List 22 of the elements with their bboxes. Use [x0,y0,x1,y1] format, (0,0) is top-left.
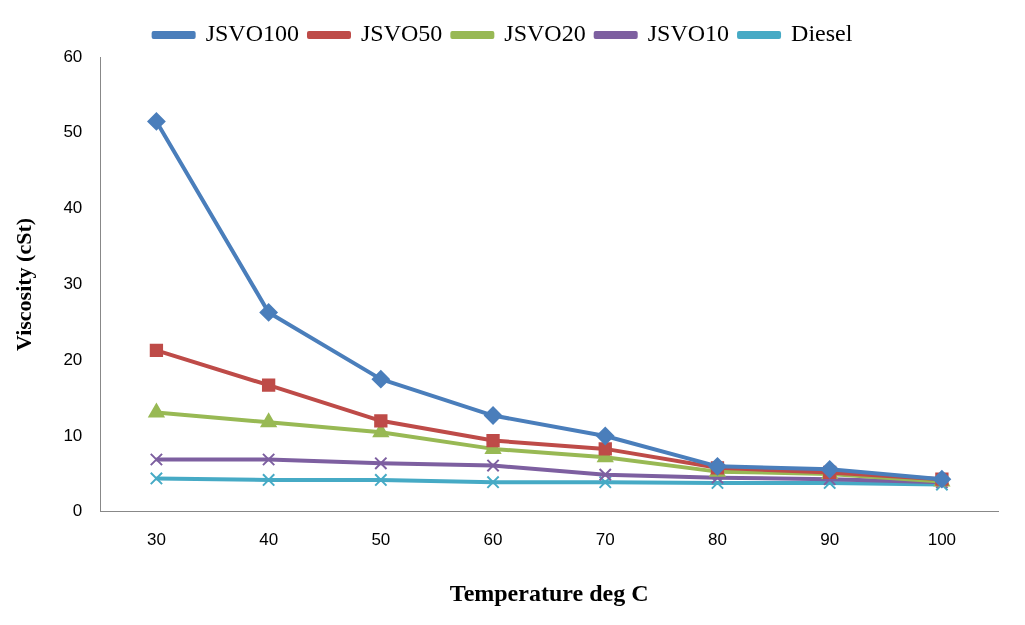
x-tick-label: 80 [708,529,727,549]
x-tick-label: 30 [146,529,166,549]
y-tick-label: 60 [63,46,83,66]
x-tick-label: 100 [927,529,957,549]
x-tick-label: 90 [820,529,840,549]
legend-label: Diesel [791,20,853,47]
y-tick-label: 50 [63,122,83,142]
legend-label: JSVO100 [205,20,299,47]
y-axis-title: Viscosity (cSt) [10,217,36,351]
y-tick-label: 0 [72,501,83,521]
y-tick-label: 10 [63,425,83,445]
x-tick-label: 40 [259,529,279,549]
legend-label: JSVO10 [647,20,730,47]
x-tick-label: 50 [371,529,391,549]
y-tick-label: 40 [63,198,83,218]
x-tick-label: 60 [483,529,503,549]
legend-label: JSVO20 [504,20,586,47]
legend-label: JSVO50 [360,20,443,47]
y-tick-label: 20 [63,349,83,369]
x-axis-title: Temperature deg C [449,579,649,606]
y-tick-label: 30 [63,274,83,294]
x-tick-label: 70 [595,529,615,549]
